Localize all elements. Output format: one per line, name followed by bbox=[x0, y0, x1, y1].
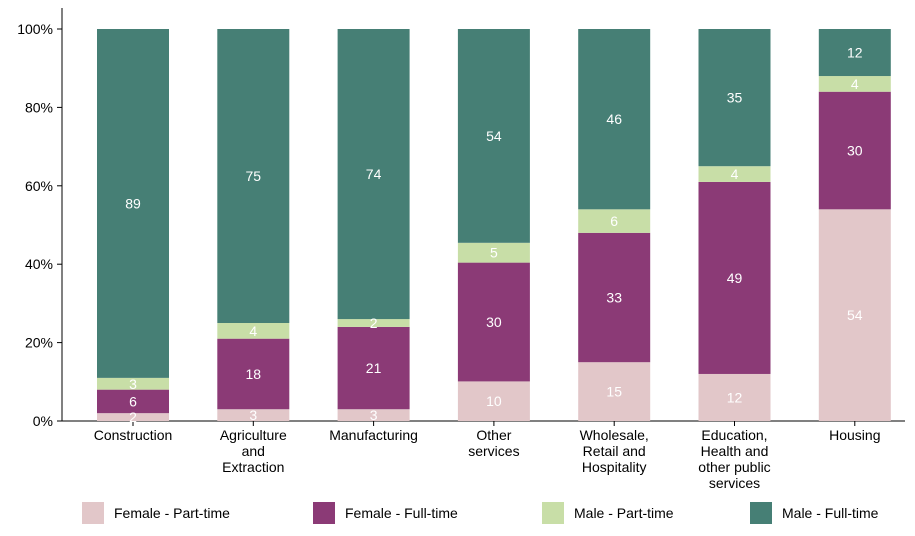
bar-segment bbox=[578, 29, 651, 210]
legend-label: Female - Part-time bbox=[114, 505, 230, 521]
bar-segment bbox=[457, 242, 530, 263]
bar-segment bbox=[698, 181, 771, 374]
data-labels: 2638931847532127410305541533646124943554… bbox=[125, 45, 863, 426]
data-label: 33 bbox=[606, 290, 622, 306]
data-label: 10 bbox=[486, 393, 502, 409]
bar-segment bbox=[818, 91, 891, 210]
data-label: 5 bbox=[490, 245, 498, 261]
data-label: 18 bbox=[246, 366, 262, 382]
category-label: Other services bbox=[468, 427, 519, 459]
data-label: 4 bbox=[851, 76, 859, 92]
bar-segment bbox=[698, 373, 771, 421]
data-label: 6 bbox=[610, 213, 618, 229]
bar-segment bbox=[457, 262, 530, 382]
bar-segment bbox=[97, 413, 169, 421]
legend-swatch bbox=[542, 502, 564, 524]
bar-segment bbox=[217, 409, 290, 421]
data-label: 12 bbox=[727, 389, 743, 405]
legend-label: Female - Full-time bbox=[345, 505, 458, 521]
data-label: 35 bbox=[727, 90, 743, 106]
bar-segment bbox=[457, 29, 530, 243]
axes: 0% 20% 40% 60% 80% 100% bbox=[17, 8, 905, 429]
data-label: 3 bbox=[129, 376, 137, 392]
bar-segment bbox=[818, 76, 891, 92]
y-tick-label: 40% bbox=[25, 256, 53, 272]
legend-swatch bbox=[313, 502, 335, 524]
y-tick-label: 100% bbox=[17, 21, 53, 37]
bar-segment bbox=[698, 29, 771, 167]
bar-segment bbox=[698, 166, 771, 182]
category-labels: Construction Agriculture and Extraction Manu… bbox=[94, 427, 881, 491]
data-label: 3 bbox=[249, 407, 257, 423]
bar-segment bbox=[578, 209, 651, 233]
data-label: 15 bbox=[606, 384, 622, 400]
bar-segment bbox=[578, 232, 651, 363]
legend-label: Male - Part-time bbox=[574, 505, 674, 521]
legend-label: Male - Full-time bbox=[782, 505, 879, 521]
bar-segment bbox=[337, 326, 410, 410]
data-label: 6 bbox=[129, 393, 137, 409]
data-label: 12 bbox=[847, 45, 863, 61]
legend-swatch bbox=[750, 502, 772, 524]
y-tick-label: 20% bbox=[25, 335, 53, 351]
y-tick-label: 0% bbox=[33, 413, 53, 429]
data-label: 49 bbox=[727, 270, 743, 286]
data-label: 74 bbox=[366, 166, 382, 182]
category-label: Education, Health and other public services bbox=[698, 427, 770, 491]
bar-segment bbox=[337, 29, 410, 320]
data-label: 2 bbox=[129, 409, 137, 425]
bar-segment bbox=[818, 209, 891, 421]
legend: Female - Part-time Female - Full-time Male… bbox=[82, 502, 879, 524]
y-tick-label: 80% bbox=[25, 99, 53, 115]
bar-segment bbox=[97, 29, 169, 378]
bar-segment bbox=[97, 389, 169, 414]
bar-segment bbox=[217, 338, 290, 410]
category-label: Wholesale, Retail and Hospitality bbox=[580, 427, 649, 475]
bar-segment bbox=[337, 319, 410, 327]
bar-segment bbox=[457, 381, 530, 421]
data-label: 30 bbox=[847, 143, 863, 159]
data-label: 3 bbox=[370, 407, 378, 423]
data-label: 46 bbox=[606, 111, 622, 127]
bar-segment bbox=[578, 362, 651, 421]
category-label: Agriculture and Extraction bbox=[220, 427, 287, 475]
data-label: 21 bbox=[366, 360, 382, 376]
legend-swatch bbox=[82, 502, 104, 524]
category-label: Manufacturing bbox=[329, 427, 418, 443]
bar-segment bbox=[337, 409, 410, 421]
bar-segment bbox=[818, 29, 891, 77]
data-label: 4 bbox=[249, 323, 257, 339]
y-tick-label: 60% bbox=[25, 178, 53, 194]
bar-segment bbox=[217, 29, 290, 323]
data-label: 30 bbox=[486, 314, 502, 330]
data-label: 75 bbox=[246, 168, 262, 184]
category-label: Construction bbox=[94, 427, 173, 443]
data-label: 89 bbox=[125, 195, 141, 211]
bar-segment bbox=[97, 377, 169, 390]
bars bbox=[97, 29, 891, 421]
data-label: 54 bbox=[486, 128, 502, 144]
bar-segment bbox=[217, 323, 290, 339]
category-label: Housing bbox=[829, 427, 880, 443]
data-label: 2 bbox=[370, 315, 378, 331]
data-label: 4 bbox=[731, 166, 739, 182]
data-label: 54 bbox=[847, 307, 863, 323]
